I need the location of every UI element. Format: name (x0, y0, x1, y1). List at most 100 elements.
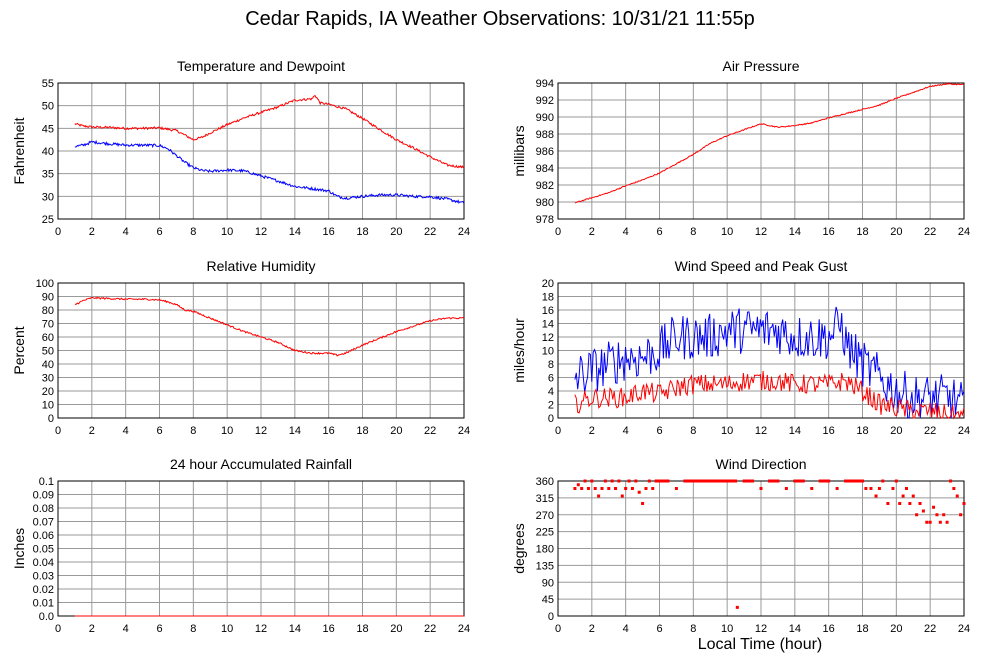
wind-direction-point (891, 487, 895, 490)
wind-speed-gust-series-line (574, 306, 965, 419)
wind-direction-point (644, 487, 648, 490)
wind-direction-ytick-label: 45 (542, 594, 554, 606)
wind-speed-gust-ytick-label: 6 (548, 373, 554, 385)
relative-humidity-xtick-label: 16 (323, 425, 335, 437)
temperature-dewpoint-series-line (74, 139, 465, 204)
wind-speed-gust-xtick-label: 2 (589, 425, 595, 437)
wind-speed-gust-ytick-label: 20 (542, 278, 554, 290)
wind-speed-gust-ytick-label: 8 (548, 359, 554, 371)
wind-speed-gust-ytick-label: 0 (548, 413, 554, 425)
temperature-dewpoint-ylabel: Fahrenheit (11, 117, 27, 184)
temperature-dewpoint-xtick-label: 0 (55, 226, 61, 238)
temperature-dewpoint-xtick-label: 24 (458, 226, 470, 238)
wind-direction-xtick-label: 10 (721, 623, 733, 635)
wind-speed-gust-ytick-label: 14 (542, 319, 554, 331)
wind-direction-ylabel: degrees (511, 523, 527, 574)
wind-direction-point (784, 487, 788, 490)
rainfall-title: 24 hour Accumulated Rainfall (170, 456, 352, 472)
wind-direction-point (938, 520, 942, 524)
temperature-dewpoint-xtick-label: 8 (190, 226, 196, 238)
wind-direction-point (576, 483, 580, 487)
rainfall-ytick-label: 0.01 (33, 598, 54, 610)
temperature-dewpoint-ytick-label: 25 (42, 214, 54, 226)
wind-direction-point (861, 479, 864, 483)
air-pressure-ytick-label: 994 (536, 78, 554, 90)
air-pressure-ytick-label: 992 (536, 95, 554, 107)
wind-direction-point (735, 605, 739, 609)
x-axis-title: Local Time (hour) (697, 636, 823, 653)
temperature-dewpoint-title: Temperature and Dewpoint (177, 58, 345, 74)
temperature-dewpoint-xtick-label: 22 (424, 226, 436, 238)
wind-direction-point (597, 494, 601, 498)
wind-direction-point (573, 487, 577, 490)
air-pressure-xtick-label: 8 (690, 226, 696, 238)
rainfall-ytick-label: 0.0 (39, 611, 54, 623)
wind-direction-point (776, 479, 780, 483)
air-pressure-xtick-label: 4 (623, 226, 629, 238)
relative-humidity-xtick-label: 8 (190, 425, 196, 437)
wind-direction-point (620, 494, 624, 498)
wind-direction-point (874, 494, 878, 498)
temperature-dewpoint-ytick-label: 35 (42, 169, 54, 181)
wind-speed-gust-frame (557, 282, 965, 419)
rainfall-xtick-label: 4 (123, 623, 129, 635)
relative-humidity-xtick-label: 20 (390, 425, 402, 437)
wind-direction-frame (557, 480, 965, 617)
wind-speed-gust-xtick-label: 22 (924, 425, 936, 437)
air-pressure-xtick-label: 22 (924, 226, 936, 238)
wind-direction-point (952, 487, 956, 490)
wind-speed-gust-xtick-label: 8 (690, 425, 696, 437)
wind-speed-gust-ytick-label: 10 (542, 346, 554, 358)
rainfall-ytick-label: 0.1 (39, 476, 54, 488)
relative-humidity-xtick-label: 22 (424, 425, 436, 437)
wind-direction-point (945, 520, 949, 524)
wind-direction-point (614, 487, 618, 490)
temperature-dewpoint-frame (57, 82, 465, 220)
rainfall-ytick-label: 0.06 (33, 530, 54, 542)
wind-direction-point (641, 502, 645, 505)
wind-speed-gust-ytick-label: 18 (542, 292, 554, 304)
rainfall-ytick-label: 0.02 (33, 584, 54, 596)
wind-direction-xtick-label: 8 (690, 623, 696, 635)
air-pressure-xtick-label: 2 (589, 226, 595, 238)
wind-direction-point (630, 487, 634, 490)
wind-direction-point (590, 479, 594, 483)
wind-direction-xtick-label: 14 (789, 623, 801, 635)
wind-direction-point (877, 487, 881, 490)
temperature-dewpoint-xtick-label: 10 (221, 226, 233, 238)
wind-direction-xtick-label: 16 (823, 623, 835, 635)
air-pressure-xtick-label: 6 (656, 226, 662, 238)
rainfall-xtick-label: 20 (390, 623, 402, 635)
wind-speed-gust-ytick-label: 12 (542, 332, 554, 344)
wind-direction-point (898, 502, 902, 505)
wind-direction-xtick-label: 2 (589, 623, 595, 635)
wind-direction-point (911, 494, 915, 498)
wind-direction-point (651, 487, 655, 490)
relative-humidity-xtick-label: 0 (55, 425, 61, 437)
wind-direction-point (810, 487, 814, 490)
wind-direction-xtick-label: 18 (856, 623, 868, 635)
relative-humidity-frame (57, 282, 465, 419)
rainfall-xtick-label: 10 (221, 623, 233, 635)
wind-direction-ytick-label: 135 (536, 560, 554, 572)
wind-direction-point (869, 487, 873, 490)
wind-direction-point (935, 513, 939, 517)
wind-direction-point (894, 479, 898, 483)
temperature-dewpoint-ytick-label: 30 (42, 191, 54, 203)
temperature-dewpoint-xtick-label: 18 (356, 226, 368, 238)
temperature-dewpoint-xtick-label: 6 (156, 226, 162, 238)
wind-direction-point (624, 487, 628, 490)
rainfall-ytick-label: 0.04 (33, 557, 54, 569)
air-pressure-frame (557, 82, 965, 220)
wind-direction-point (921, 509, 925, 513)
wind-speed-gust-ylabel: miles/hour (511, 318, 527, 383)
wind-direction-ytick-label: 0 (548, 611, 554, 623)
air-pressure-xtick-label: 16 (823, 226, 835, 238)
wind-direction-point (634, 479, 638, 483)
rainfall-ylabel: Inches (11, 528, 27, 569)
wind-direction-point (603, 479, 607, 483)
wind-direction-ytick-label: 225 (536, 527, 554, 539)
air-pressure-ytick-label: 980 (536, 197, 554, 209)
